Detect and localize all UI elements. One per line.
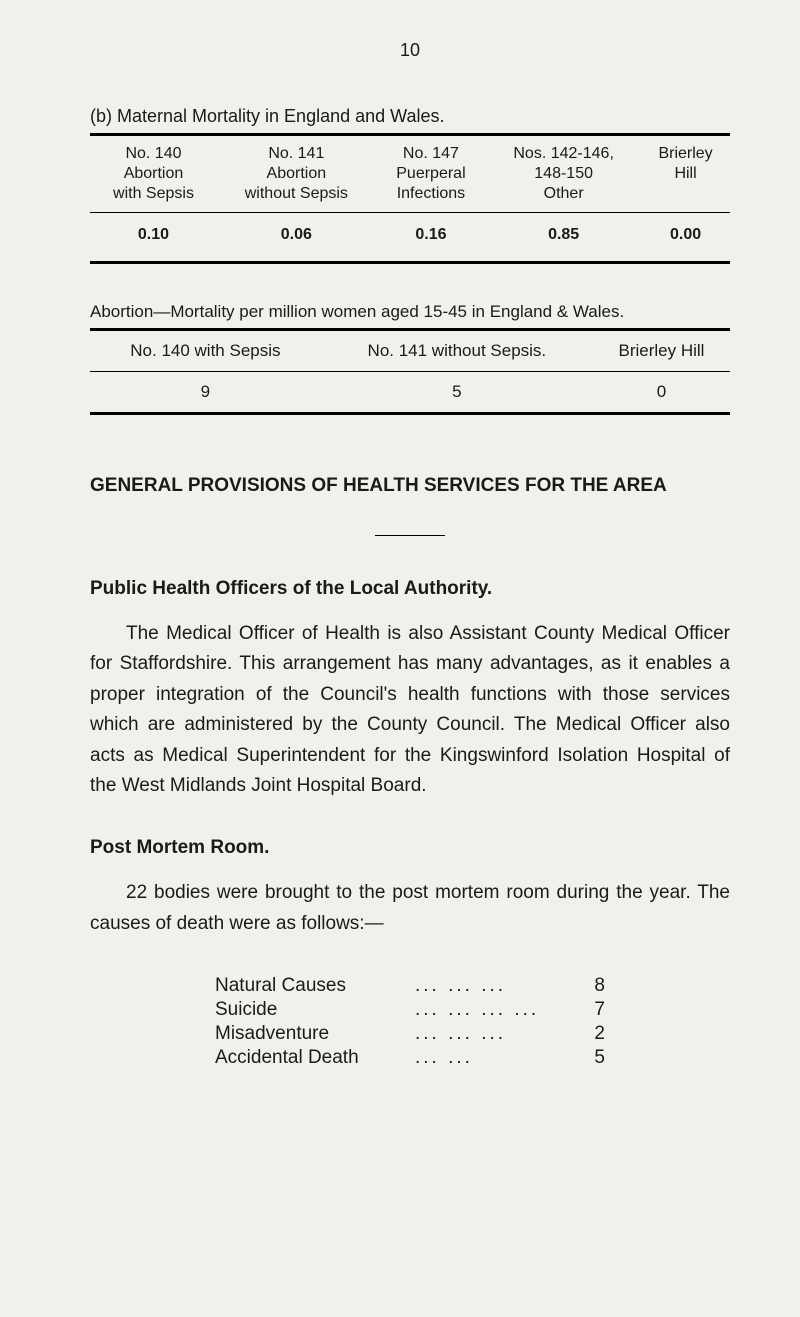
table-cell: 0.10	[90, 213, 217, 263]
general-provisions-heading: GENERAL PROVISIONS OF HEALTH SERVICES FO…	[90, 475, 730, 497]
table-header-cell: No. 141 Abortion without Sepsis	[217, 136, 376, 213]
list-item: Accidental Death ... ... 5	[215, 1047, 730, 1069]
table-row: 9 5 0	[90, 372, 730, 414]
table-cell: 0.06	[217, 213, 376, 263]
table-cell: 5	[321, 372, 593, 414]
table-cell: 0.00	[641, 213, 730, 263]
table-header-cell: No. 147 Puerperal Infections	[376, 136, 486, 213]
table-cell: 0.85	[486, 213, 641, 263]
table-header-row: No. 140 Abortion with Sepsis No. 141 Abo…	[90, 136, 730, 213]
table-header-cell: No. 140 with Sepsis	[90, 331, 321, 372]
cause-label: Suicide	[215, 999, 415, 1021]
cause-dots: ... ... ... ...	[415, 999, 565, 1021]
table-cell: 0	[593, 372, 730, 414]
list-item: Misadventure ... ... ... 2	[215, 1023, 730, 1045]
table-cell: 9	[90, 372, 321, 414]
maternal-mortality-table: No. 140 Abortion with Sepsis No. 141 Abo…	[90, 133, 730, 264]
separator-rule	[375, 535, 445, 536]
cause-dots: ... ...	[415, 1047, 565, 1069]
page-number: 10	[90, 40, 730, 61]
list-item: Suicide ... ... ... ... 7	[215, 999, 730, 1021]
cause-label: Natural Causes	[215, 975, 415, 997]
document-page: 10 (b) Maternal Mortality in England and…	[0, 0, 800, 1317]
abortion-mortality-table: No. 140 with Sepsis No. 141 without Seps…	[90, 328, 730, 415]
table-header-row: No. 140 with Sepsis No. 141 without Seps…	[90, 331, 730, 372]
public-health-body: The Medical Officer of Health is also As…	[90, 619, 730, 801]
table-header-cell: No. 141 without Sepsis.	[321, 331, 593, 372]
table-header-cell: Brierley Hill	[593, 331, 730, 372]
cause-value: 7	[565, 999, 605, 1021]
cause-label: Misadventure	[215, 1023, 415, 1045]
table-row: 0.10 0.06 0.16 0.85 0.00	[90, 213, 730, 263]
causes-of-death-list: Natural Causes ... ... ... 8 Suicide ...…	[215, 975, 730, 1069]
post-mortem-body: 22 bodies were brought to the post morte…	[90, 878, 730, 939]
cause-label: Accidental Death	[215, 1047, 415, 1069]
table-header-cell: Brierley Hill	[641, 136, 730, 213]
cause-value: 8	[565, 975, 605, 997]
section-b-title: (b) Maternal Mortality in England and Wa…	[90, 106, 730, 127]
table-header-cell: No. 140 Abortion with Sepsis	[90, 136, 217, 213]
table-cell: 0.16	[376, 213, 486, 263]
abortion-mortality-lead: Abortion—Mortality per million women age…	[90, 302, 730, 322]
post-mortem-heading: Post Mortem Room.	[90, 837, 730, 859]
cause-dots: ... ... ...	[415, 1023, 565, 1045]
cause-value: 5	[565, 1047, 605, 1069]
cause-dots: ... ... ...	[415, 975, 565, 997]
public-health-heading: Public Health Officers of the Local Auth…	[90, 578, 730, 600]
table-header-cell: Nos. 142-146, 148-150 Other	[486, 136, 641, 213]
cause-value: 2	[565, 1023, 605, 1045]
list-item: Natural Causes ... ... ... 8	[215, 975, 730, 997]
